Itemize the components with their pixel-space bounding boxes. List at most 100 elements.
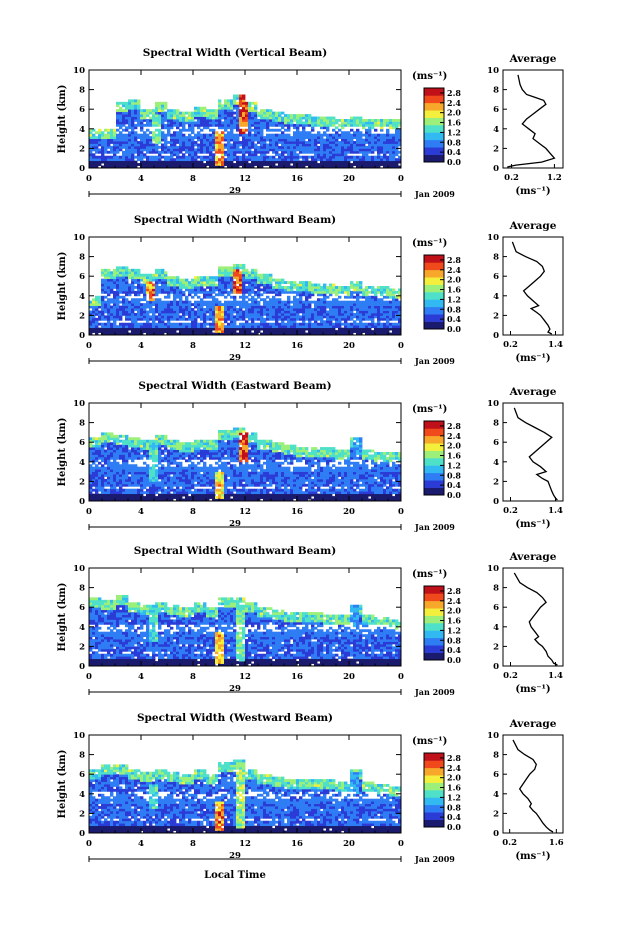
- heatmap-cell: [170, 315, 174, 319]
- heatmap-cell: [119, 131, 123, 135]
- heatmap-cell: [143, 466, 147, 470]
- heatmap-cell: [269, 312, 273, 316]
- heatmap-cell: [140, 481, 144, 485]
- heatmap-cell: [386, 317, 390, 321]
- heatmap-cell: [170, 119, 174, 122]
- heatmap-cell: [227, 303, 231, 306]
- heatmap-cell: [293, 286, 297, 289]
- heatmap-cell: [95, 145, 99, 149]
- heatmap-cell: [239, 131, 243, 135]
- heatmap-cell: [224, 109, 228, 113]
- heatmap-cell: [143, 116, 147, 120]
- heatmap-cell: [194, 283, 198, 287]
- heatmap-cell: [134, 481, 138, 485]
- heatmap-cell: [290, 315, 294, 319]
- heatmap-cell: [365, 148, 369, 152]
- heatmap-cell: [305, 312, 309, 316]
- heatmap-cell: [227, 322, 231, 326]
- heatmap-cell: [293, 332, 297, 336]
- heatmap-cell: [101, 312, 105, 316]
- heatmap-cell: [116, 481, 120, 485]
- heatmap-cell: [149, 136, 153, 139]
- heatmap-cell: [374, 308, 378, 311]
- heatmap-cell: [278, 136, 282, 139]
- heatmap-cell: [167, 276, 171, 280]
- heatmap-cell: [92, 322, 96, 326]
- heatmap-cell: [182, 158, 186, 162]
- heatmap-cell: [344, 317, 348, 321]
- heatmap-cell: [206, 283, 210, 287]
- heatmap-cell: [329, 158, 333, 162]
- heatmap-cell: [257, 293, 261, 297]
- heatmap-cell: [131, 273, 135, 277]
- heatmap-cell: [344, 325, 348, 329]
- heatmap-cell: [356, 138, 360, 142]
- heatmap-cell: [308, 133, 312, 137]
- heatmap-cell: [122, 459, 126, 463]
- heatmap-cell: [164, 283, 168, 287]
- heatmap-cell: [161, 268, 165, 272]
- heatmap-cell: [320, 163, 324, 166]
- heatmap-cell: [284, 317, 288, 321]
- heatmap-cell: [350, 123, 354, 127]
- heatmap-cell: [263, 158, 267, 162]
- heatmap-cell: [149, 439, 153, 443]
- heatmap-cell: [263, 330, 267, 333]
- heatmap-cell: [386, 293, 390, 297]
- heatmap-cell: [122, 138, 126, 142]
- heatmap-cell: [371, 310, 375, 314]
- heatmap-cell: [89, 469, 93, 472]
- heatmap-cell: [143, 136, 147, 139]
- heatmap-cell: [188, 290, 192, 294]
- heatmap-cell: [230, 99, 234, 103]
- heatmap-cell: [125, 305, 129, 309]
- heatmap-cell: [206, 133, 210, 137]
- heatmap-cell: [98, 312, 102, 316]
- heatmap-cell: [149, 498, 153, 502]
- heatmap-cell: [182, 123, 186, 127]
- heatmap-cell: [314, 163, 318, 166]
- heatmap-cell: [272, 317, 276, 321]
- heatmap-cell: [392, 145, 396, 149]
- heatmap-cell: [197, 283, 201, 287]
- heatmap-cell: [134, 300, 138, 304]
- heatmap-cell: [182, 315, 186, 319]
- heatmap-cell: [188, 327, 192, 331]
- heatmap-cell: [128, 481, 132, 485]
- heatmap-cell: [272, 330, 276, 333]
- heatmap-cell: [374, 138, 378, 142]
- heatmap-cell: [389, 150, 393, 154]
- heatmap-cell: [299, 288, 303, 292]
- heatmap-cell: [290, 153, 294, 157]
- heatmap-cell: [224, 290, 228, 294]
- heatmap-cell: [335, 143, 339, 147]
- heatmap-cell: [260, 109, 264, 113]
- heatmap-cell: [89, 444, 93, 448]
- heatmap-cell: [332, 298, 336, 302]
- heatmap-cell: [113, 298, 117, 302]
- heatmap-cell: [167, 295, 171, 299]
- heatmap-cell: [305, 315, 309, 319]
- heatmap-cell: [311, 133, 315, 137]
- heatmap-cell: [356, 322, 360, 326]
- heatmap-cell: [140, 322, 144, 326]
- heatmap-cell: [161, 327, 165, 331]
- heatmap-cell: [356, 158, 360, 162]
- heatmap-cell: [152, 116, 156, 120]
- heatmap-cell: [131, 330, 135, 333]
- heatmap-cell: [257, 163, 261, 166]
- heatmap-cell: [302, 148, 306, 152]
- heatmap-cell: [95, 478, 99, 482]
- heatmap-cell: [155, 288, 159, 292]
- heatmap-cell: [233, 123, 237, 127]
- heatmap-cell: [284, 116, 288, 120]
- heatmap-cell: [125, 136, 129, 139]
- heatmap-cell: [128, 286, 132, 289]
- heatmap-cell: [125, 288, 129, 292]
- heatmap-cell: [170, 138, 174, 142]
- heatmap-cell: [188, 148, 192, 152]
- heatmap-cell: [215, 288, 219, 292]
- heatmap-cell: [341, 288, 345, 292]
- heatmap-cell: [116, 315, 120, 319]
- heatmap-cell: [275, 143, 279, 147]
